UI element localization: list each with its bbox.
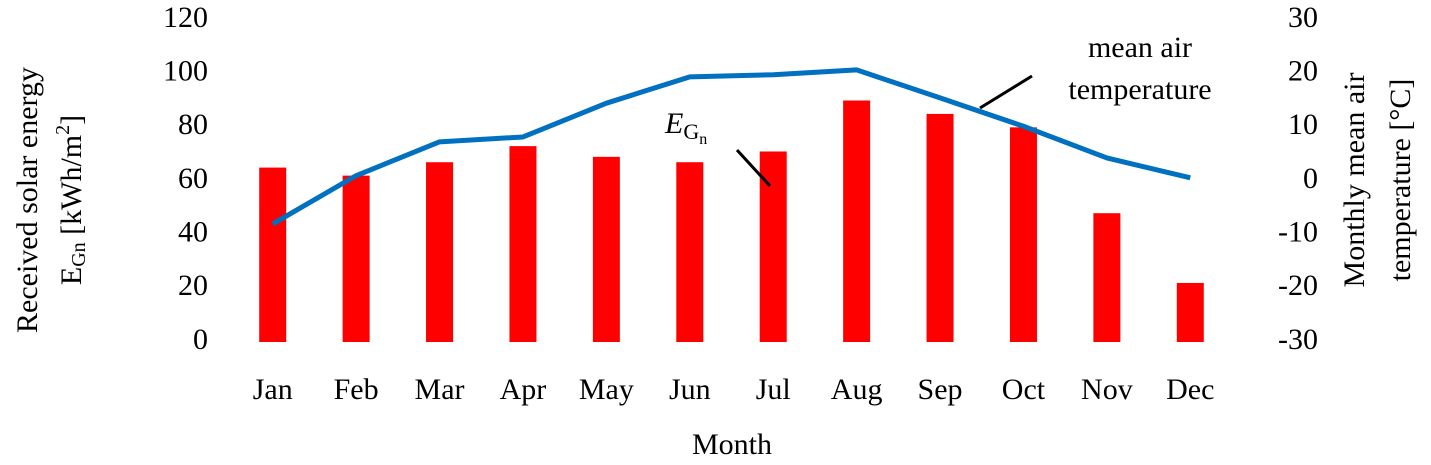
annotation-part: n (699, 131, 707, 148)
y2-axis-label: Monthly mean air temperature [°C] (1338, 73, 1417, 288)
y2-axis-label-line: Monthly mean air (1338, 73, 1371, 288)
label-part: Gn (68, 242, 90, 266)
y2-tick-label: 30 (1288, 1, 1318, 34)
bar (926, 113, 954, 343)
label-part: 2 (52, 125, 74, 135)
y2-tick-label: 10 (1288, 108, 1318, 141)
annotation-part: G (683, 119, 699, 144)
leader-line (979, 74, 1033, 110)
x-tick-label: May (579, 373, 634, 406)
x-tick-label: Jun (669, 373, 711, 406)
x-tick-label: Feb (334, 373, 379, 406)
label-part: E (55, 267, 88, 285)
bar (509, 146, 537, 342)
y2-tick-label: -30 (1278, 323, 1318, 356)
bar (592, 156, 620, 342)
label-part: ] (55, 115, 88, 125)
y2-tick-label: 0 (1303, 162, 1318, 195)
bar (1093, 213, 1121, 342)
annotation: mean air (1088, 31, 1192, 64)
x-tick-label: Nov (1081, 373, 1133, 406)
annotation: temperature (1068, 73, 1211, 106)
x-tick-label: Jan (253, 373, 293, 406)
y-tick-label: 100 (163, 55, 208, 88)
bar (1009, 127, 1037, 342)
bar (342, 175, 370, 342)
bar (676, 162, 704, 342)
annotation: EGn (664, 107, 707, 148)
label-part: [kWh/m (55, 135, 88, 242)
y-tick-label: 0 (193, 323, 208, 356)
y-tick-label: 60 (178, 162, 208, 195)
leader-line (735, 148, 772, 188)
x-tick-label: Apr (500, 373, 547, 406)
y-axis-label-line: Received solar energy (11, 67, 44, 333)
y-tick-label: 80 (178, 108, 208, 141)
y2-tick-label: -10 (1278, 216, 1318, 249)
x-tick-label: Mar (415, 373, 465, 406)
bar (843, 100, 871, 342)
x-tick-label: Aug (831, 373, 883, 406)
y-tick-label: 20 (178, 269, 208, 302)
x-tick-label: Oct (1002, 373, 1046, 406)
y-axis-label: Received solar energy EGn [kWh/m2] (11, 67, 90, 333)
line (271, 67, 1191, 227)
bar (259, 167, 287, 342)
y-tick-label: 120 (163, 1, 208, 34)
bar (426, 162, 454, 342)
x-tick-label: Dec (1166, 373, 1214, 406)
y2-tick-label: 20 (1288, 55, 1318, 88)
bar (1176, 282, 1204, 342)
x-tick-label: Sep (918, 373, 963, 406)
x-tick-label: Jul (756, 373, 791, 406)
bar (759, 151, 787, 342)
y-tick-label: 40 (178, 216, 208, 249)
y2-tick-label: -20 (1278, 269, 1318, 302)
x-axis-label: Month (692, 428, 772, 461)
y-axis-label-line: EGn [kWh/m2] (52, 115, 90, 285)
annotation-part: E (664, 107, 683, 140)
y2-axis-label-line: temperature [°C] (1384, 79, 1417, 282)
